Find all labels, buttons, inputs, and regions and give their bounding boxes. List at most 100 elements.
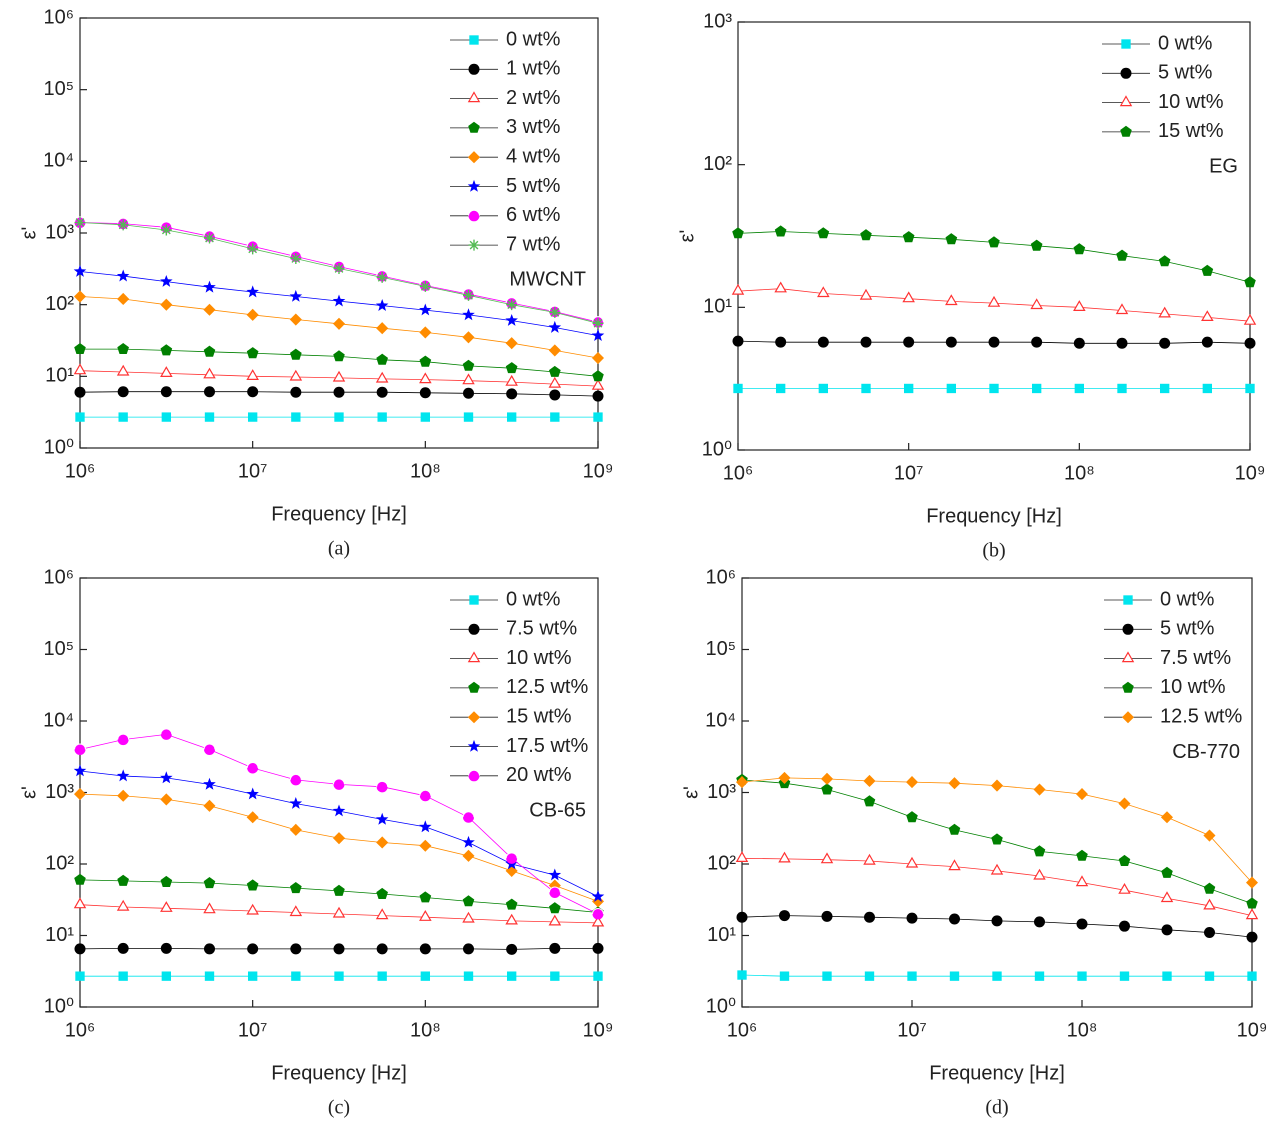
y-tick-label: 10⁰ — [44, 995, 74, 1017]
x-tick-label: 10⁹ — [1237, 1019, 1268, 1041]
data-point — [161, 971, 172, 981]
data-point — [863, 853, 876, 865]
data-point — [75, 412, 85, 422]
legend-label: 17.5 wt% — [506, 735, 588, 757]
data-point — [160, 275, 173, 287]
data-point — [1203, 898, 1216, 910]
x-tick-label: 10⁷ — [897, 1019, 926, 1041]
data-point — [1119, 920, 1130, 932]
data-point — [419, 891, 432, 903]
data-point — [290, 881, 302, 894]
data-point — [1115, 303, 1129, 315]
data-point — [1203, 829, 1216, 842]
data-point — [948, 777, 961, 790]
data-point — [905, 856, 919, 868]
data-point — [332, 370, 346, 382]
y-tick-label: 10² — [45, 293, 74, 315]
data-point — [1033, 868, 1046, 880]
data-point — [160, 771, 173, 784]
data-point — [1245, 908, 1259, 920]
data-point — [377, 971, 387, 981]
y-tick-label: 10³ — [703, 10, 732, 32]
legend-marker — [467, 711, 481, 724]
data-point — [160, 224, 172, 236]
annotation: CB-65 — [529, 799, 586, 821]
data-point — [902, 231, 915, 243]
data-point — [1075, 875, 1089, 887]
data-point — [1077, 971, 1087, 981]
data-point — [864, 971, 875, 981]
data-point — [290, 348, 302, 360]
data-point — [991, 779, 1004, 792]
data-point — [506, 299, 518, 311]
data-point — [117, 342, 129, 354]
data-point — [1116, 249, 1128, 261]
x-tick-label: 10⁸ — [410, 1019, 441, 1041]
data-point — [1203, 882, 1216, 894]
data-point — [1034, 971, 1045, 981]
data-point — [906, 912, 918, 924]
data-point — [1246, 931, 1258, 943]
data-point — [860, 336, 872, 348]
data-point — [988, 236, 1000, 248]
y-tick-label: 10⁰ — [44, 436, 74, 458]
data-point — [506, 943, 518, 955]
data-point — [462, 811, 475, 824]
data-point — [332, 906, 346, 918]
legend-marker — [467, 179, 481, 192]
x-tick-label: 10⁸ — [1067, 1019, 1098, 1041]
data-point — [289, 905, 303, 917]
data-point — [1160, 811, 1173, 824]
data-point — [989, 383, 999, 394]
data-point — [1162, 971, 1172, 981]
data-point — [1201, 310, 1214, 321]
data-point — [733, 383, 743, 394]
data-point — [376, 322, 389, 335]
legend-label: 4 wt% — [506, 145, 561, 167]
legend-marker — [468, 209, 480, 222]
data-point — [419, 372, 432, 384]
annotation: CB-770 — [1172, 741, 1240, 763]
data-point — [419, 303, 432, 316]
data-point — [817, 227, 830, 239]
data-point — [118, 412, 128, 422]
data-point — [160, 386, 172, 398]
data-point — [1201, 336, 1213, 348]
data-point — [1074, 383, 1085, 394]
data-point — [420, 412, 431, 422]
data-point — [246, 762, 259, 775]
x-axis-label: Frequency [Hz] — [271, 1062, 407, 1084]
data-point — [548, 344, 561, 357]
data-point — [74, 873, 86, 885]
legend-label: 0 wt% — [1160, 588, 1215, 610]
data-point — [376, 780, 389, 793]
legend-marker — [469, 595, 479, 605]
data-point — [203, 777, 216, 790]
data-point — [818, 383, 829, 394]
data-point — [505, 374, 518, 386]
data-point — [74, 743, 86, 756]
x-tick-label: 10⁹ — [583, 460, 614, 482]
y-tick-label: 10⁴ — [43, 709, 74, 731]
data-point — [462, 849, 475, 862]
y-axis-label: ε' — [18, 227, 40, 240]
legend-marker — [1122, 623, 1134, 635]
data-point — [548, 868, 562, 881]
data-point — [903, 336, 915, 348]
x-tick-label: 10⁸ — [410, 460, 441, 482]
data-point — [1158, 306, 1171, 318]
data-point — [204, 412, 215, 422]
data-point — [463, 971, 474, 981]
data-point — [375, 908, 389, 920]
data-point — [376, 943, 388, 955]
data-point — [987, 295, 1001, 307]
data-point — [247, 386, 259, 398]
data-point — [462, 895, 475, 907]
data-point — [116, 899, 130, 911]
y-tick-label: 10² — [703, 153, 732, 175]
data-point — [948, 823, 961, 835]
legend-marker — [1121, 39, 1131, 49]
data-point — [550, 412, 560, 422]
data-point — [505, 314, 518, 326]
legend-label: 15 wt% — [506, 705, 572, 727]
